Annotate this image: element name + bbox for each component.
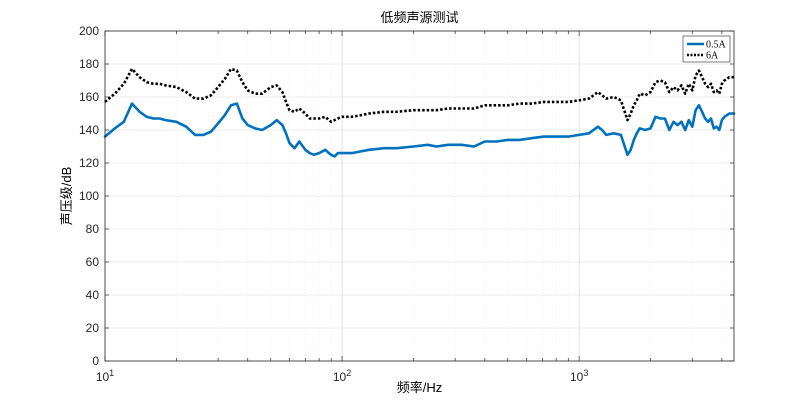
legend: 0.5A 6A [682,35,731,63]
chart-title: 低频声源测试 [380,10,458,25]
y-tick-label: 180 [79,57,99,71]
y-tick-label: 40 [86,288,100,302]
y-tick-label: 140 [79,123,99,137]
legend-label-6A: 6A [706,51,719,62]
series-group [103,67,736,158]
x-tick-label: 102 [333,368,351,384]
legend-box [682,35,731,63]
y-axis-label: 声压级/dB [59,167,74,226]
axis-ticks: 0 20 40 60 80 100 120 140 160 180 200 101 102 103 [79,24,734,384]
y-tick-label: 120 [79,156,99,170]
y-tick-label: 60 [86,255,100,269]
legend-label-0.5A: 0.5A [706,40,727,51]
y-tick-label: 160 [79,90,99,104]
y-tick-label: 100 [79,189,99,203]
y-tick-label: 200 [79,24,99,38]
grid [104,30,734,362]
x-tick-label: 101 [96,368,114,384]
x-axis-label: 频率/Hz [397,380,443,395]
y-tick-label: 20 [86,321,100,335]
y-tick-label: 80 [86,222,100,236]
x-tick-label: 103 [570,368,588,384]
y-tick-label: 0 [92,354,99,368]
series-line-0.5A [103,102,736,158]
